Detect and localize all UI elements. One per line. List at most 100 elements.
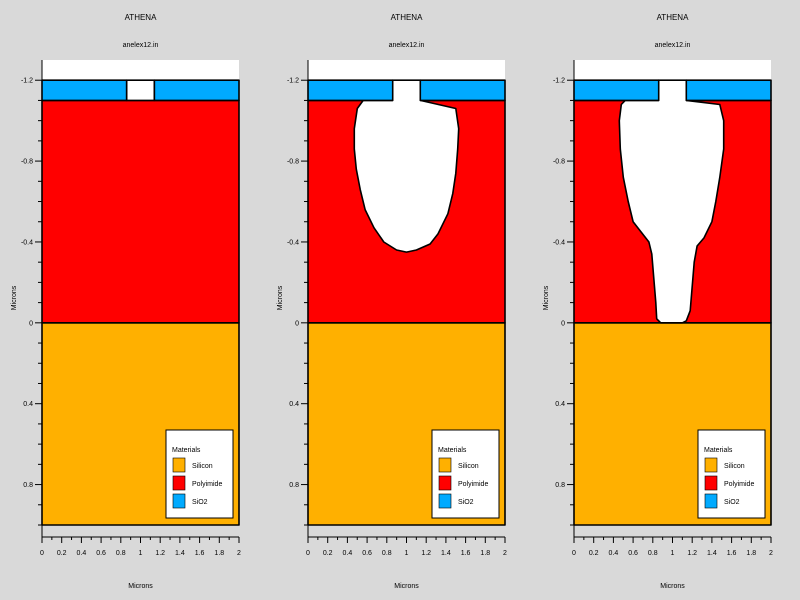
x-tick-label: 1.6 (461, 550, 471, 557)
legend-swatch-sio2 (438, 493, 452, 509)
y-axis-label: Microns (543, 285, 550, 310)
x-tick-label: 2 (503, 550, 507, 557)
y-axis-label: Microns (11, 285, 18, 310)
legend-swatch-polyimide (438, 475, 452, 491)
y-tick-label: 0 (561, 320, 565, 327)
x-tick-label: 1.4 (707, 550, 717, 557)
legend-label: Silicon (724, 463, 745, 470)
y-tick-label: -0.8 (287, 159, 299, 166)
chart-subtitle: anelex12.in (655, 42, 691, 49)
x-tick-label: 0.6 (628, 550, 638, 557)
chart-subtitle: anelex12.in (123, 42, 159, 49)
region-void (618, 79, 725, 324)
region-void (125, 79, 156, 102)
x-axis-label: Microns (128, 583, 153, 590)
region-sio2 (685, 79, 772, 102)
legend-label: Silicon (192, 463, 213, 470)
y-tick-label: -1.2 (553, 78, 565, 85)
x-tick-label: 1 (139, 550, 143, 557)
x-tick-label: 1.4 (441, 550, 451, 557)
x-tick-label: 1.8 (746, 550, 756, 557)
y-tick-label: -0.4 (553, 239, 565, 246)
x-tick-label: 0.8 (648, 550, 658, 557)
x-tick-label: 0.8 (382, 550, 392, 557)
chart-subtitle: anelex12.in (389, 42, 425, 49)
y-tick-label: -0.4 (21, 239, 33, 246)
y-tick-label: 0.4 (555, 401, 565, 408)
legend-label: SiO2 (192, 499, 208, 506)
y-tick-label: -0.8 (553, 159, 565, 166)
region-sio2 (419, 79, 506, 102)
region-sio2 (573, 79, 660, 102)
x-tick-label: 0.8 (116, 550, 126, 557)
x-tick-label: 0.4 (343, 550, 353, 557)
chart-panel-3: ATHENA anelex12.in 0 0.2 0.4 0.6 0.8 1 1.2 1.4 1.6… (543, 13, 773, 590)
legend: Materials Silicon Polyimide SiO2 (697, 429, 766, 519)
region-sio2 (41, 79, 128, 102)
legend-title: Materials (172, 447, 201, 454)
legend-label: Polyimide (458, 481, 488, 488)
x-tick-label: 1 (405, 550, 409, 557)
legend-label: Polyimide (192, 481, 222, 488)
x-axis-label: Microns (660, 583, 685, 590)
legend-swatch-silicon (438, 457, 452, 473)
y-tick-label: 0.4 (23, 401, 33, 408)
x-tick-label: 1.2 (155, 550, 165, 557)
x-tick-label: 1 (671, 550, 675, 557)
legend-label: Silicon (458, 463, 479, 470)
x-tick-label: 0.2 (323, 550, 333, 557)
y-axis-label: Microns (277, 285, 284, 310)
legend-label: Polyimide (724, 481, 754, 488)
x-tick-label: 1.8 (214, 550, 224, 557)
y-tick-label: 0.8 (289, 482, 299, 489)
y-tick-label: 0.4 (289, 401, 299, 408)
legend-swatch-sio2 (704, 493, 718, 509)
x-tick-label: 1.8 (480, 550, 490, 557)
y-tick-label: -1.2 (287, 78, 299, 85)
chart-title: ATHENA (391, 13, 424, 22)
region-sio2 (153, 79, 240, 102)
x-tick-label: 1.2 (687, 550, 697, 557)
legend-label: SiO2 (724, 499, 740, 506)
y-tick-label: 0 (29, 320, 33, 327)
chart-panel-1: ATHENA anelex12.in 0 0.2 0.4 0.6 0.8 1 1.2 1.4 1.6… (11, 13, 241, 590)
chart-title: ATHENA (657, 13, 690, 22)
y-tick-label: 0.8 (23, 482, 33, 489)
x-tick-label: 1.4 (175, 550, 185, 557)
x-tick-label: 0.2 (57, 550, 67, 557)
x-tick-label: 1.6 (727, 550, 737, 557)
x-tick-label: 2 (769, 550, 773, 557)
x-tick-label: 0.2 (589, 550, 599, 557)
x-tick-label: 1.6 (195, 550, 205, 557)
y-tick-label: -0.8 (21, 159, 33, 166)
chart-panel-2: ATHENA anelex12.in 0 0.2 0.4 0.6 0.8 1 1.2 1.4 1.6… (277, 13, 507, 590)
x-axis-label: Microns (394, 583, 419, 590)
legend-swatch-polyimide (704, 475, 718, 491)
region-polyimide (41, 99, 240, 324)
x-tick-label: 1.2 (421, 550, 431, 557)
legend-swatch-sio2 (172, 493, 186, 509)
legend-title: Materials (704, 447, 733, 454)
x-tick-label: 0 (40, 550, 44, 557)
y-tick-label: -0.4 (287, 239, 299, 246)
y-tick-label: 0.8 (555, 482, 565, 489)
x-tick-label: 0.6 (362, 550, 372, 557)
legend-swatch-silicon (172, 457, 186, 473)
x-tick-label: 0.4 (609, 550, 619, 557)
legend: Materials Silicon Polyimide SiO2 (431, 429, 500, 519)
x-tick-label: 0.4 (77, 550, 87, 557)
x-tick-label: 2 (237, 550, 241, 557)
y-tick-label: -1.2 (21, 78, 33, 85)
legend-swatch-silicon (704, 457, 718, 473)
chart-title: ATHENA (125, 13, 158, 22)
legend-swatch-polyimide (172, 475, 186, 491)
region-sio2 (307, 79, 394, 102)
legend: Materials Silicon Polyimide SiO2 (165, 429, 234, 519)
x-tick-label: 0.6 (96, 550, 106, 557)
region-void (353, 79, 460, 253)
legend-title: Materials (438, 447, 467, 454)
y-tick-label: 0 (295, 320, 299, 327)
x-tick-label: 0 (306, 550, 310, 557)
x-tick-label: 0 (572, 550, 576, 557)
